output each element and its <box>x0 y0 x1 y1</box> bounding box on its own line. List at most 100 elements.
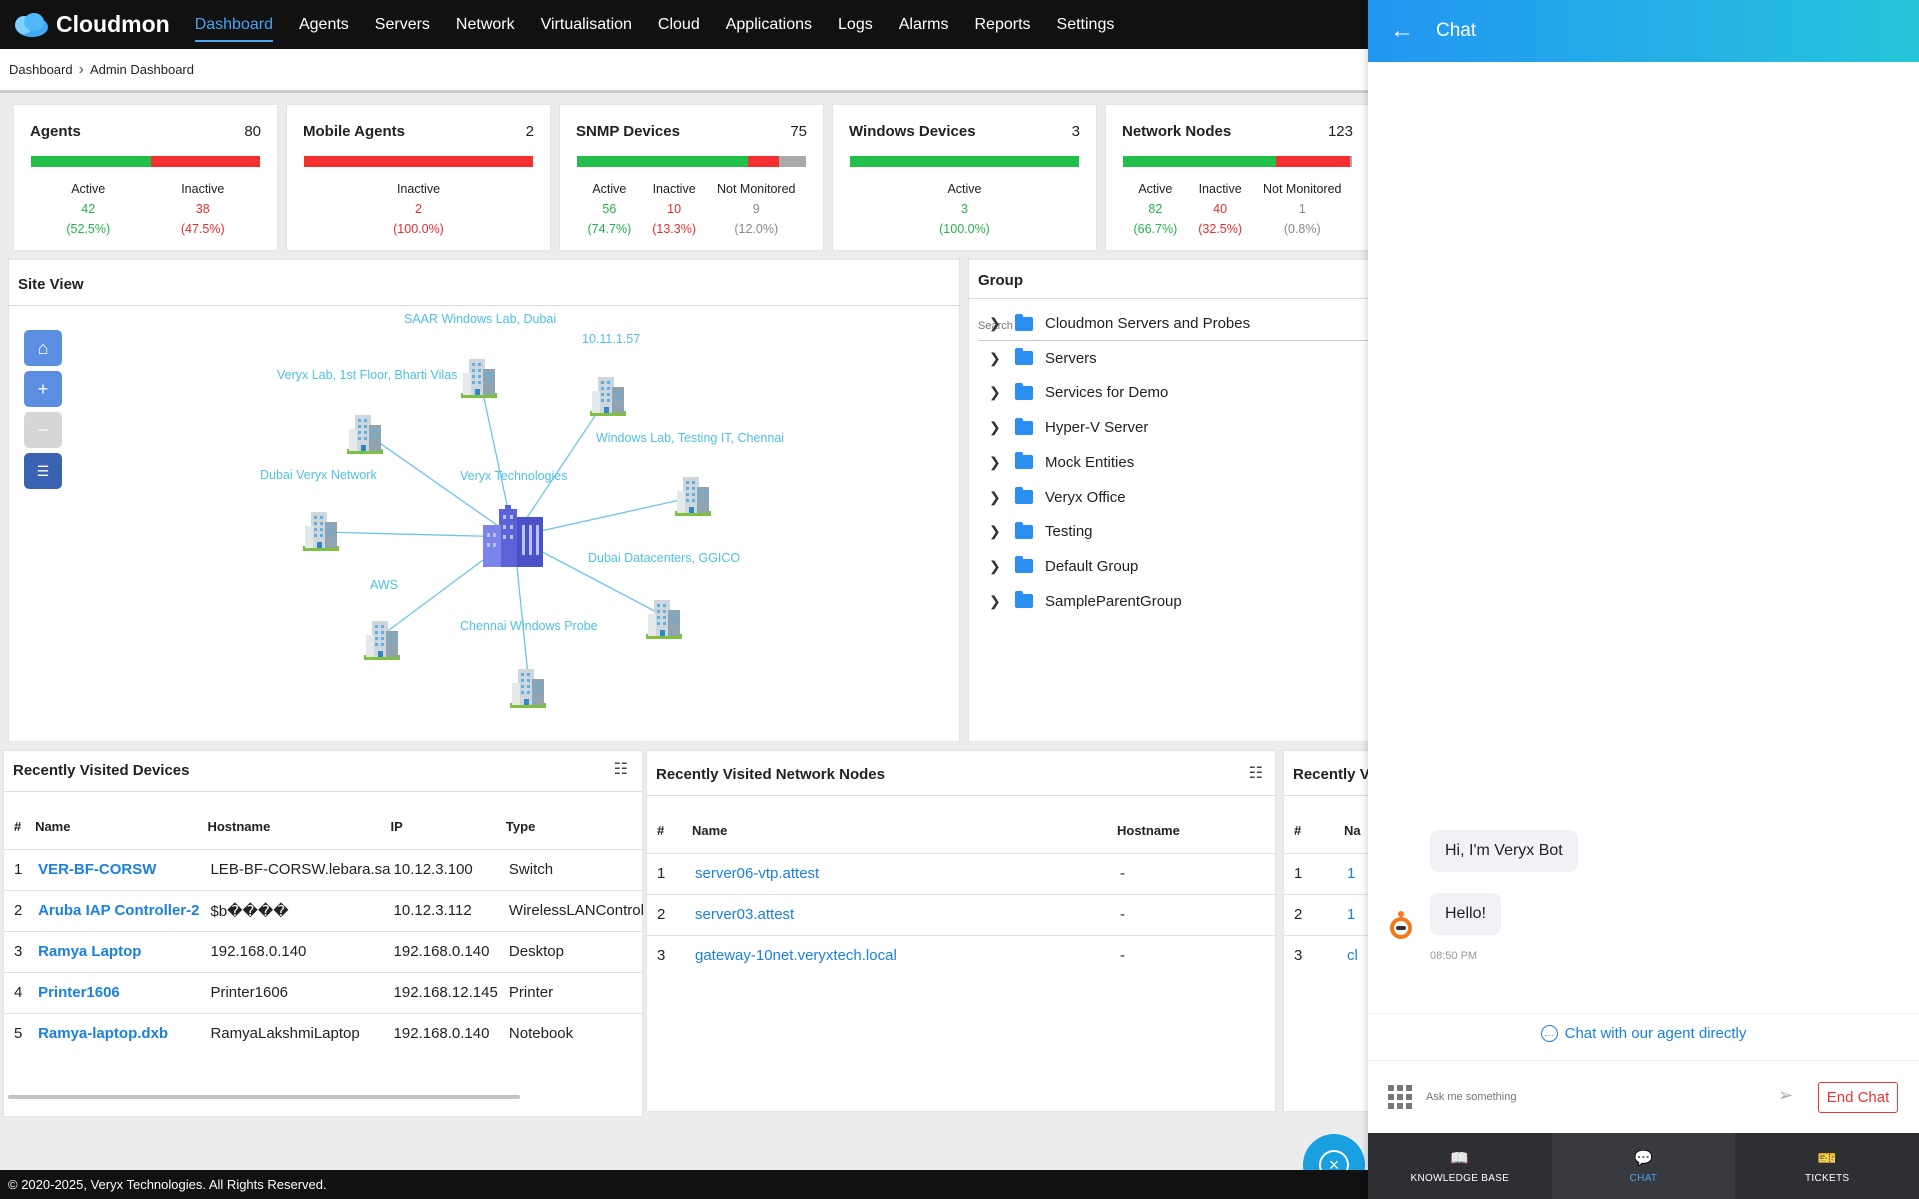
chevron-right-icon[interactable]: ❯ <box>989 557 1001 574</box>
nav-reports[interactable]: Reports <box>974 15 1031 33</box>
table-row[interactable]: 1 server06-vtp.attest - <box>647 853 1277 894</box>
chevron-right-icon[interactable]: ❯ <box>989 592 1001 609</box>
building-icon[interactable] <box>586 373 630 420</box>
table-row[interactable]: 3 Ramya Laptop 192.168.0.140 192.168.0.140 D… <box>4 931 644 972</box>
nav-alarms[interactable]: Alarms <box>898 15 949 33</box>
row-link[interactable]: Printer1606 <box>38 984 120 1001</box>
building-icon[interactable] <box>343 411 387 458</box>
column-header[interactable]: # <box>1294 822 1302 838</box>
row-link[interactable]: Aruba IAP Controller-2 <box>38 902 200 919</box>
table-row[interactable]: 4 Printer1606 Printer1606 192.168.12.145 Pri… <box>4 972 644 1013</box>
send-icon[interactable]: ➢ <box>1778 1085 1794 1105</box>
summary-card[interactable]: SNMP Devices 75 Active 56 (74.7%) Inactive 10 (… <box>559 104 824 251</box>
row-link[interactable]: Ramya-laptop.dxb <box>38 1025 169 1043</box>
list-view-button[interactable]: ☰ <box>24 453 62 489</box>
site-label[interactable]: Dubai Datacenters, GGICO <box>588 551 741 565</box>
chat-agent-link[interactable]: … Chat with our agent directly <box>1368 1025 1919 1042</box>
summary-card[interactable]: Agents 80 Active 42 (52.5%) Inactive 38 (47.5%) <box>13 104 278 251</box>
list-menu-icon[interactable]: ☷ <box>613 761 628 778</box>
group-tree-item[interactable]: ❯ SampleParentGroup <box>989 591 1182 610</box>
chevron-right-icon[interactable]: ❯ <box>989 488 1001 505</box>
stat-block[interactable]: Inactive 10 (13.3%) <box>652 179 696 239</box>
chevron-right-icon[interactable]: ❯ <box>989 384 1001 401</box>
table-row[interactable]: 5 Ramya-laptop.dxb RamyaLakshmiLaptop 192.1… <box>4 1013 644 1054</box>
tab-knowledge-base[interactable]: 📖 KNOWLEDGE BASE <box>1410 1149 1510 1184</box>
group-tree-item[interactable]: ❯ Cloudmon Servers and Probes <box>989 313 1250 332</box>
table-row[interactable]: 3 gateway-10net.veryxtech.local - <box>647 935 1277 976</box>
column-header[interactable]: Hostname <box>1117 822 1180 838</box>
stat-block[interactable]: Inactive 38 (47.5%) <box>181 179 225 239</box>
list-menu-icon[interactable]: ☷ <box>1248 765 1263 782</box>
column-header[interactable]: # <box>657 822 665 838</box>
chevron-right-icon[interactable]: ❯ <box>989 349 1001 366</box>
chevron-right-icon[interactable]: ❯ <box>989 419 1001 436</box>
building-icon[interactable] <box>642 596 686 643</box>
table-row[interactable]: 1 VER-BF-CORSW LEB-BF-CORSW.lebara.sa 10.12… <box>4 849 644 890</box>
column-header[interactable]: Name <box>35 818 71 834</box>
group-tree-item[interactable]: ❯ Default Group <box>989 556 1138 575</box>
table-row[interactable]: 2 server03.attest - <box>647 894 1277 935</box>
stat-block[interactable]: Active 56 (74.7%) <box>587 179 631 239</box>
chat-message-input[interactable] <box>1426 1084 1726 1110</box>
nav-network[interactable]: Network <box>455 15 515 33</box>
summary-card[interactable]: Windows Devices 3 Active 3 (100.0%) <box>832 104 1097 251</box>
column-header[interactable]: Hostname <box>207 818 271 834</box>
group-tree-item[interactable]: ❯ Services for Demo <box>989 382 1168 401</box>
stat-block[interactable]: Active 82 (66.7%) <box>1133 179 1177 239</box>
stat-block[interactable]: Active 42 (52.5%) <box>66 179 110 239</box>
site-label[interactable]: SAAR Windows Lab, Dubai <box>404 312 557 326</box>
horizontal-scrollbar[interactable] <box>8 1095 520 1099</box>
end-chat-button[interactable]: End Chat <box>1818 1082 1898 1113</box>
site-label[interactable]: Windows Lab, Testing IT, Chennai <box>596 431 785 445</box>
nav-applications[interactable]: Applications <box>725 15 813 33</box>
site-label[interactable]: AWS <box>370 578 399 592</box>
nav-servers[interactable]: Servers <box>374 15 430 33</box>
chevron-right-icon[interactable]: ❯ <box>989 453 1001 470</box>
back-arrow-icon[interactable]: ← <box>1390 17 1414 44</box>
chevron-right-icon[interactable]: ❯ <box>989 315 1001 331</box>
nav-logs[interactable]: Logs <box>838 15 873 33</box>
nav-cloud[interactable]: Cloud <box>657 15 700 33</box>
zoom-out-button[interactable]: − <box>24 412 62 448</box>
table-row[interactable]: 2 Aruba IAP Controller-2 $b���� 10.12.3.112… <box>4 890 644 931</box>
group-tree-item[interactable]: ❯ Hyper-V Server <box>989 417 1148 436</box>
nav-virtualisation[interactable]: Virtualisation <box>540 15 632 33</box>
nav-agents[interactable]: Agents <box>298 15 349 33</box>
app-logo[interactable]: Cloudmon <box>10 11 170 39</box>
group-tree-item[interactable]: ❯ Mock Entities <box>989 452 1134 471</box>
site-label[interactable]: Chennai Windows Probe <box>460 619 598 633</box>
column-header[interactable]: # <box>14 818 22 834</box>
site-label[interactable]: Dubai Veryx Network <box>260 468 377 482</box>
column-header[interactable]: Name <box>692 822 728 838</box>
row-link[interactable]: 1 <box>1347 906 1356 923</box>
building-icon[interactable] <box>299 508 343 555</box>
summary-card[interactable]: Mobile Agents 2 Inactive 2 (100.0%) <box>286 104 551 251</box>
group-tree-item[interactable]: ❯ Veryx Office <box>989 487 1126 506</box>
stat-block[interactable]: Inactive 40 (32.5%) <box>1198 179 1242 239</box>
row-link[interactable]: cl <box>1347 947 1358 965</box>
group-tree-item[interactable]: ❯ Servers <box>989 348 1097 367</box>
row-link[interactable]: 1 <box>1347 865 1356 882</box>
main-building-icon[interactable] <box>481 503 547 569</box>
stat-block[interactable]: Not Monitored 1 (0.8%) <box>1263 179 1342 239</box>
tab-tickets[interactable]: 🎫 TICKETS <box>1805 1149 1850 1184</box>
building-icon[interactable] <box>457 355 501 402</box>
row-link[interactable]: VER-BF-CORSW <box>38 861 157 878</box>
stat-block[interactable]: Not Monitored 9 (12.0%) <box>717 179 796 239</box>
column-header[interactable]: IP <box>390 818 403 834</box>
row-link[interactable]: server03.attest <box>695 906 795 923</box>
site-label[interactable]: 10.11.1.57 <box>582 332 641 346</box>
chevron-right-icon[interactable]: ❯ <box>989 523 1001 540</box>
building-icon[interactable] <box>506 665 550 712</box>
column-header[interactable]: Na <box>1344 822 1361 838</box>
stat-block[interactable]: Active 3 (100.0%) <box>939 179 990 239</box>
column-header[interactable]: Type <box>505 818 536 834</box>
menu-grid-icon[interactable] <box>1388 1085 1412 1109</box>
home-button[interactable]: ⌂ <box>24 330 62 366</box>
stat-block[interactable]: Inactive 2 (100.0%) <box>393 179 444 239</box>
nav-dashboard[interactable]: Dashboard <box>182 0 286 49</box>
row-link[interactable]: server06-vtp.attest <box>695 865 820 882</box>
site-label[interactable]: Veryx Lab, 1st Floor, Bharti Vilas <box>277 368 458 382</box>
